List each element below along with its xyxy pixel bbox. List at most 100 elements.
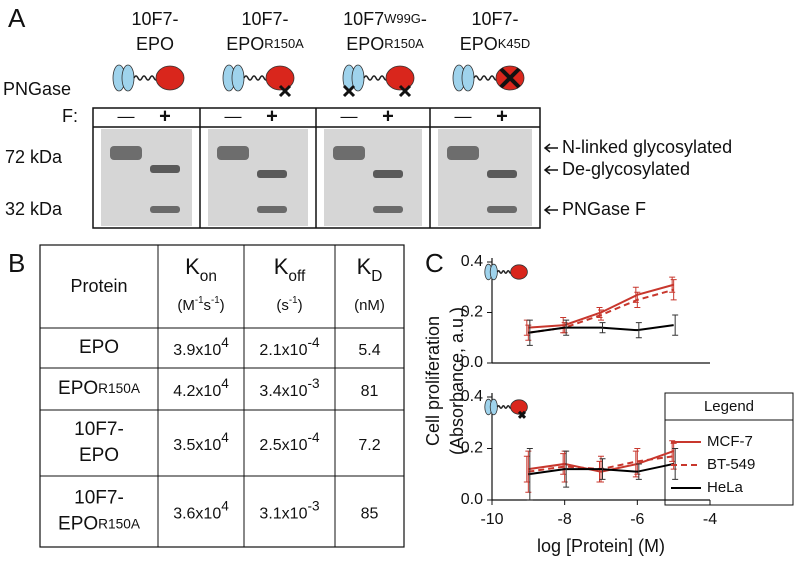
text-part: D xyxy=(371,268,382,285)
text-part: 4 xyxy=(221,335,229,350)
x-tick-label: -10 xyxy=(480,511,503,528)
construct-label: EPOK45D xyxy=(460,34,530,54)
gel-band xyxy=(487,206,517,213)
lane-sign: + xyxy=(496,105,508,127)
error-bar xyxy=(599,458,606,480)
text-part: 3.1x10 xyxy=(259,506,307,523)
error-bar xyxy=(635,322,642,339)
text-part: off xyxy=(288,268,306,285)
panel-label: C xyxy=(425,248,444,278)
series-line xyxy=(528,462,674,476)
text-part: 10F7- xyxy=(74,419,124,440)
y-tick-label: 0.0 xyxy=(461,354,483,371)
mutation-mark xyxy=(278,84,292,98)
protein-name: 10F7- xyxy=(74,419,124,440)
text-part: 4 xyxy=(221,376,229,391)
arrow xyxy=(543,205,558,215)
error-bar xyxy=(599,322,606,334)
gel-band xyxy=(257,170,287,178)
text-part: 2.1x10 xyxy=(259,342,307,359)
x-tick-label: -8 xyxy=(558,511,572,528)
text-part: 10F7- xyxy=(131,9,178,29)
text-part: R150A xyxy=(384,36,424,51)
protein-name: EPO xyxy=(79,445,119,466)
text-part: 4.2x10 xyxy=(173,383,221,400)
lane-sign: — xyxy=(225,106,242,125)
text-part: 10F7- xyxy=(471,9,518,29)
text-part: W99G xyxy=(384,11,421,26)
mutation-mark xyxy=(499,67,521,89)
lane-sign: + xyxy=(382,105,394,127)
y-tick-label: 0.4 xyxy=(461,388,483,405)
series-line xyxy=(528,283,674,329)
linker-icon xyxy=(133,75,159,81)
panel-label: A xyxy=(8,3,26,33)
kd-value: 81 xyxy=(361,383,379,400)
construct-label: EPOR150A xyxy=(226,34,304,54)
table-header: KD xyxy=(357,254,383,285)
text-part: ) xyxy=(220,297,225,314)
text-part: (s xyxy=(276,297,289,314)
text-part: -1 xyxy=(211,295,220,306)
text-part: s xyxy=(204,297,212,314)
gel-band xyxy=(150,206,180,213)
epo-icon xyxy=(510,399,528,415)
table-header: Kon xyxy=(185,254,217,285)
linker-icon xyxy=(243,75,269,81)
table-header: Protein xyxy=(70,276,127,296)
protein-name: 10F7- xyxy=(74,488,124,509)
text-part: on xyxy=(200,268,217,285)
legend-label: MCF-7 xyxy=(707,433,753,450)
mutation-mark xyxy=(342,84,356,98)
kd-value: 5.4 xyxy=(358,342,380,359)
gel-band xyxy=(217,146,249,160)
text-part: K xyxy=(274,254,289,279)
text-part: EPO xyxy=(346,34,384,54)
lane-sign: — xyxy=(455,106,472,125)
y-axis-label: Cell proliferation xyxy=(423,316,443,446)
gel-band xyxy=(150,165,180,173)
series-line xyxy=(528,324,674,334)
text-part: R150A xyxy=(264,36,304,51)
legend-label: HeLa xyxy=(707,479,744,496)
text-part: EPO xyxy=(226,34,264,54)
text-part: 10F7- xyxy=(74,488,124,509)
text-part: EPO xyxy=(58,378,98,399)
table-unit: (M-1s-1) xyxy=(177,295,224,314)
table-unit: (s-1) xyxy=(276,295,302,314)
error-bar xyxy=(669,440,676,462)
rate-value: 3.6x104 xyxy=(173,498,229,522)
band-label: PNGase F xyxy=(562,199,646,219)
protein-name: EPO xyxy=(79,337,119,358)
domain-icon xyxy=(121,64,135,92)
legend-label: BT-549 xyxy=(707,456,755,473)
protein-name: EPOR150A xyxy=(58,378,141,399)
text-part: -3 xyxy=(307,498,319,513)
rate-value: 3.9x104 xyxy=(173,335,229,359)
error-bar xyxy=(526,448,533,501)
epo-icon xyxy=(265,65,295,91)
lane-sign: + xyxy=(266,105,278,127)
kd-value: 85 xyxy=(361,506,379,523)
text-part: EPO xyxy=(460,34,498,54)
text-part: -1 xyxy=(289,295,298,306)
band-label: N-linked glycosylated xyxy=(562,137,732,157)
treatment-label: PNGase xyxy=(3,79,71,99)
epo-icon xyxy=(510,264,528,280)
rate-value: 4.2x104 xyxy=(173,376,229,400)
gel-image xyxy=(324,129,422,226)
legend-title: Legend xyxy=(704,398,754,415)
construct-label: EPOR150A xyxy=(346,34,424,54)
error-bar xyxy=(563,319,570,336)
text-part: EPO xyxy=(136,34,174,54)
gel-band xyxy=(447,146,479,160)
text-part: 2.5x10 xyxy=(259,437,307,454)
lane-sign: — xyxy=(341,106,358,125)
text-part: 3.4x10 xyxy=(259,383,307,400)
table-unit: (nM) xyxy=(354,297,385,314)
rate-value: 2.5x10-4 xyxy=(259,430,320,454)
linker-icon xyxy=(473,75,499,81)
kd-value: 7.2 xyxy=(358,437,380,454)
domain-icon xyxy=(489,263,498,281)
text-part: 3.9x10 xyxy=(173,342,221,359)
